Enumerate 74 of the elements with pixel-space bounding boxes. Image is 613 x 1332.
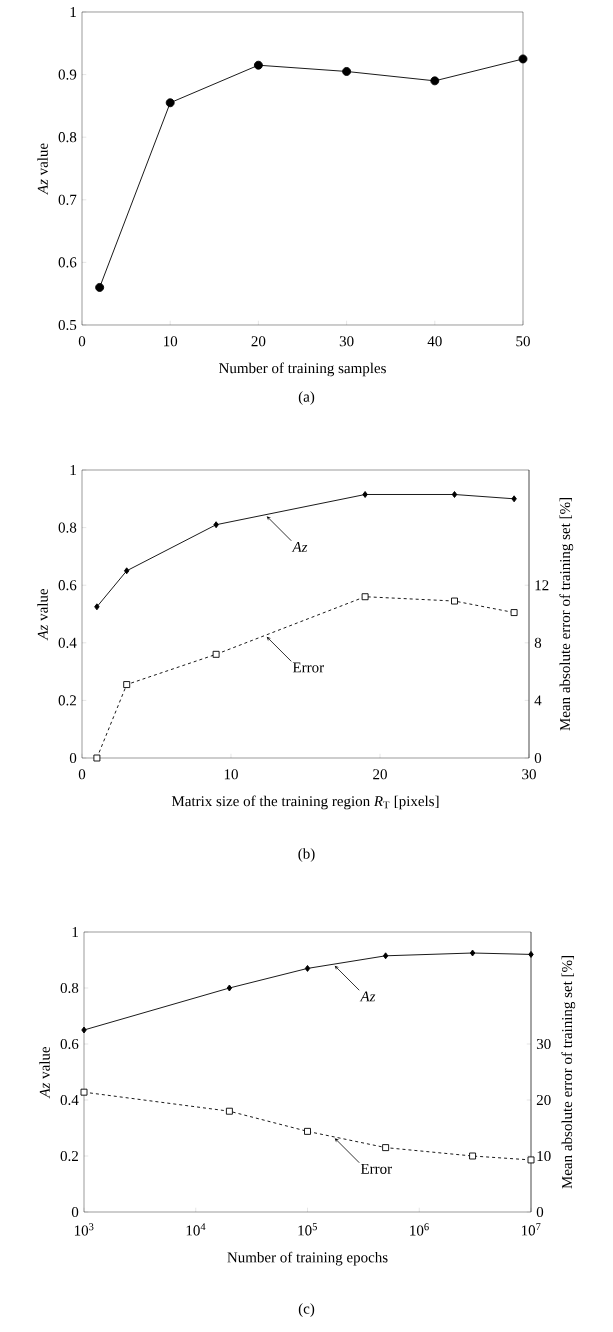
y-tick-label: 0.8: [58, 132, 77, 143]
point: [511, 495, 517, 503]
y2-tick-label: 8: [534, 637, 542, 648]
x-tick-label: 10$^{5}$: [298, 1223, 317, 1236]
y-tick-label: 1: [72, 927, 78, 937]
y-axis-title: Az value: [37, 143, 48, 195]
x-axis-title: Number of training epochs: [227, 1251, 388, 1266]
y2-tick-label: 12: [535, 580, 549, 591]
point: [212, 650, 220, 658]
y2-tick-label: 4: [534, 695, 542, 706]
y2-tick-label: 0: [536, 1206, 544, 1218]
y-tick-label: 0.4: [58, 637, 77, 648]
text: (c): [298, 1303, 315, 1317]
point: [518, 54, 528, 64]
y-tick-label: 0.2: [58, 695, 76, 706]
annotation: Az: [291, 541, 308, 552]
y-tick-label: 0.7: [58, 194, 77, 205]
x-tick-label: 30: [339, 336, 354, 347]
x-tick-label: 50: [516, 336, 530, 347]
text: (b): [298, 848, 315, 862]
point: [451, 597, 458, 605]
y2-tick-label: 0: [534, 752, 542, 764]
y-tick-label: 1: [70, 465, 76, 475]
point: [123, 681, 131, 689]
point: [165, 98, 175, 108]
y-tick-label: 1: [70, 7, 76, 17]
x-tick-label: 10: [224, 769, 238, 780]
x-tick-label: 10$^{3}$: [74, 1223, 94, 1236]
x-tick-label: 0: [78, 336, 86, 347]
x-tick-label: 10$^{7}$: [521, 1223, 541, 1236]
y-tick-label: 0.6: [58, 257, 77, 268]
y-tick-label: 0.8: [58, 522, 77, 533]
y2-tick-label: 20: [536, 1094, 551, 1106]
y-tick-label: 0: [69, 752, 77, 764]
x-axis-title: Matrix size of the training region R$_{T}$ [pixels]: [171, 795, 439, 810]
point: [124, 567, 130, 575]
x-tick-label: 0: [78, 769, 86, 780]
y2-axis-title: Mean absolute error of training set [%]: [561, 956, 576, 1189]
x-tick-label: 30: [522, 769, 536, 780]
y-tick-label: 0: [71, 1206, 79, 1218]
y-tick-label: 0.9: [58, 69, 77, 80]
y2-tick-label: 30: [536, 1038, 551, 1050]
point: [253, 60, 263, 70]
text: (a): [298, 391, 315, 405]
x-tick-label: 20: [373, 769, 387, 780]
point: [451, 491, 458, 498]
point: [510, 609, 518, 617]
x-tick-label: 10: [164, 336, 178, 347]
y-tick-label: 0.6: [60, 1038, 79, 1050]
point: [93, 754, 101, 762]
point: [94, 603, 100, 611]
y-tick-label: 0.5: [58, 319, 77, 331]
y2-tick-label: 10: [537, 1150, 551, 1162]
y-axis-title: Az value: [37, 588, 48, 641]
annotation: Error: [360, 1163, 392, 1174]
point: [430, 76, 440, 86]
y2-axis-title: Mean absolute error of training set [%]: [559, 498, 574, 731]
y-tick-label: 0.8: [60, 982, 79, 994]
point: [361, 593, 369, 601]
x-tick-label: 40: [427, 336, 442, 347]
x-tick-label: 10$^{4}$: [186, 1223, 206, 1236]
y-tick-label: 0.4: [60, 1094, 79, 1106]
x-tick-label: 20: [251, 336, 266, 347]
y-tick-label: 0.2: [60, 1150, 78, 1162]
x-tick-label: 10$^{6}$: [410, 1223, 429, 1236]
y-tick-label: 0.6: [58, 580, 77, 591]
y-axis-title: Az value: [39, 1046, 50, 1099]
annotation: Error: [292, 662, 324, 673]
annotation: Az: [359, 991, 376, 1002]
point: [95, 282, 105, 292]
x-axis-title: Number of training samples: [219, 362, 386, 377]
point: [213, 521, 219, 529]
point: [362, 491, 368, 498]
point: [342, 67, 352, 76]
